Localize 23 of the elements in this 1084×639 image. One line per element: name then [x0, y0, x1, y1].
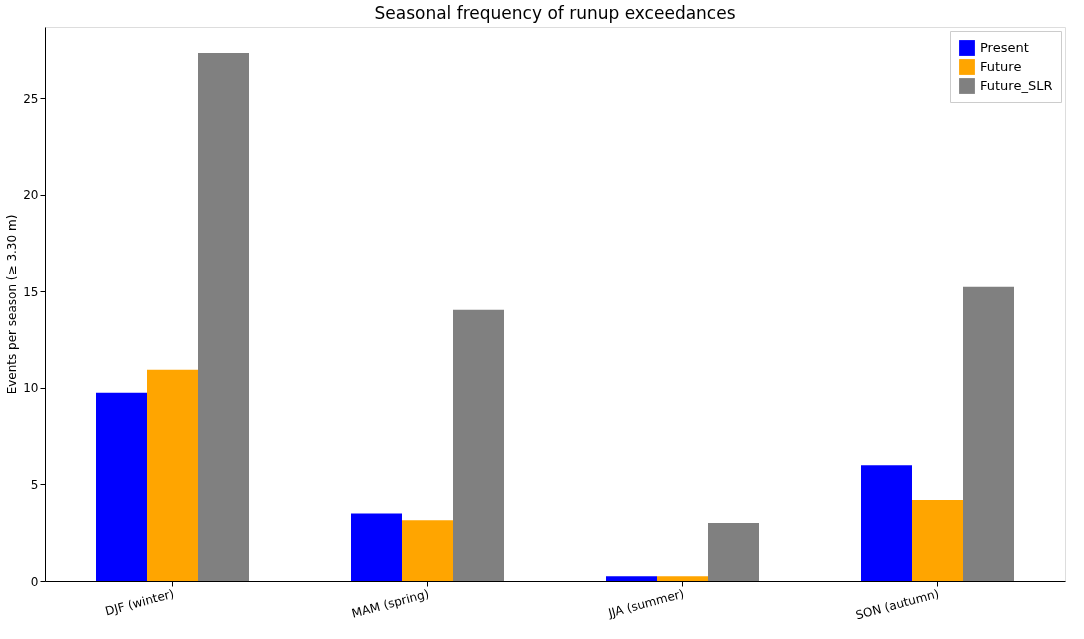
y-tick-label: 25 — [23, 91, 39, 106]
bar — [606, 576, 657, 581]
bar — [708, 523, 759, 581]
y-tick-label: 0 — [30, 574, 39, 589]
bar — [402, 520, 453, 581]
y-tick-label: 15 — [23, 284, 39, 299]
bar — [657, 576, 708, 581]
bar — [96, 392, 147, 581]
bar — [147, 369, 198, 581]
y-axis-title: Events per season (≥ 3.30 m) — [5, 214, 20, 395]
bar — [351, 513, 402, 581]
legend-label: Future — [980, 59, 1022, 74]
y-tick-label: 5 — [30, 477, 39, 492]
bar — [912, 499, 963, 581]
bar — [198, 53, 249, 581]
legend-label: Present — [980, 40, 1029, 55]
legend-label: Future_SLR — [980, 78, 1053, 93]
y-tick-label: 10 — [23, 381, 39, 396]
bar — [453, 309, 504, 581]
y-tick-label: 20 — [23, 188, 39, 203]
chart-title: Seasonal frequency of runup exceedances — [374, 3, 736, 23]
bar — [963, 286, 1014, 581]
bar — [861, 465, 912, 581]
